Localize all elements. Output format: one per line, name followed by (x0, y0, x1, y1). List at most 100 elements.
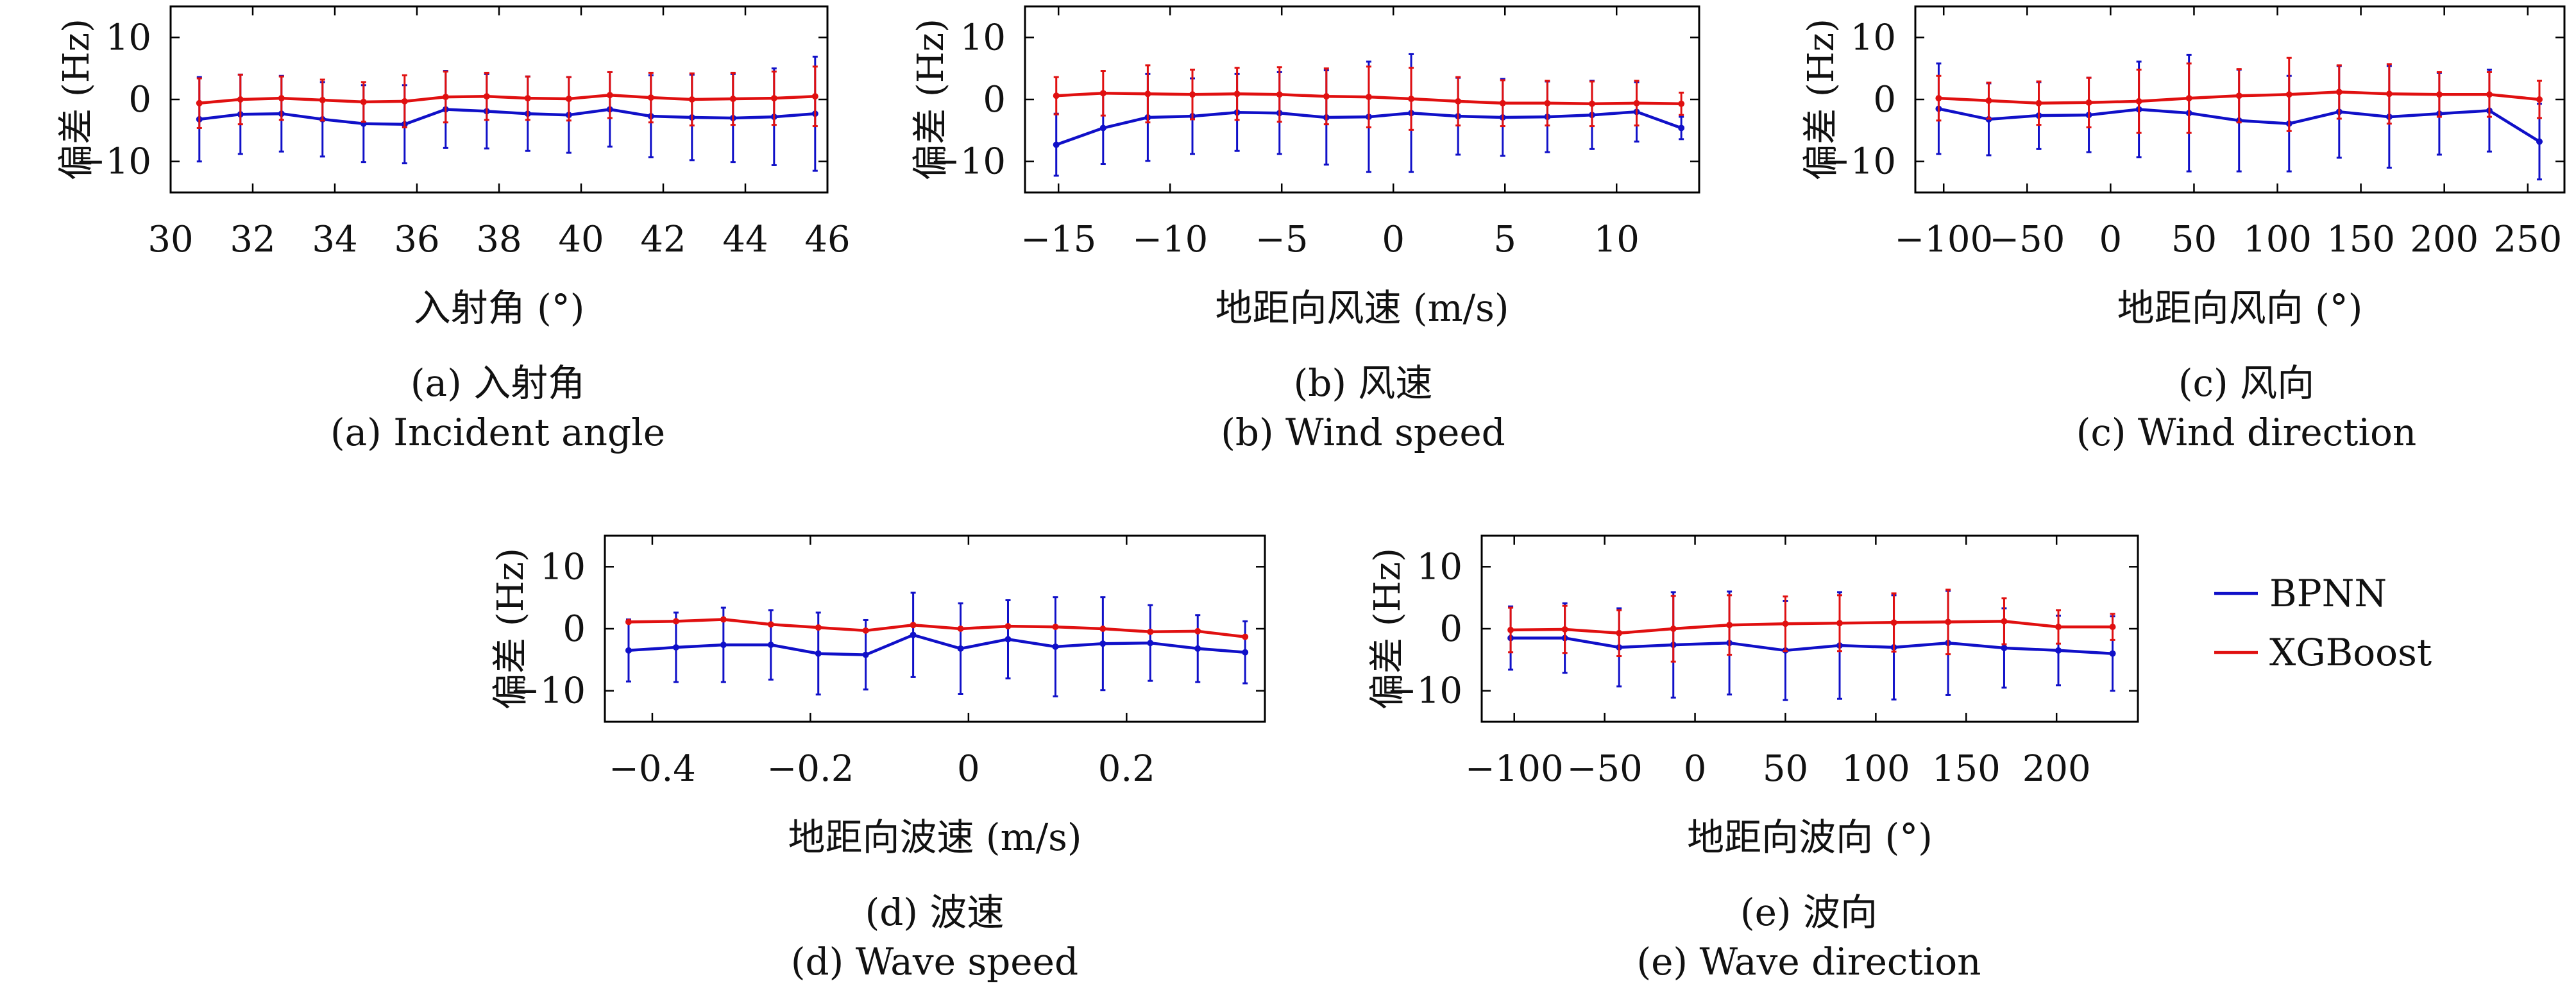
series-bpnn (1507, 590, 2116, 701)
series-line (1511, 636, 2113, 655)
y-tick-label: −10 (1820, 141, 1896, 183)
y-tick-label: 0 (1439, 608, 1462, 650)
data-point (1323, 93, 1330, 100)
caption-en: (d) Wave speed (791, 940, 1078, 984)
x-tick-label: 40 (558, 219, 604, 260)
chart-panel: 10 0 −10 −0.4 −0.2 0 0.2 偏差 (Hz) 地距向波速 (m/s) (d) … (490, 534, 1266, 984)
series-xgboost (625, 616, 1249, 640)
y-tick-label: −10 (76, 141, 151, 183)
x-tick-label: 42 (640, 219, 686, 260)
y-tick-label: 0 (1873, 79, 1896, 121)
data-point (1099, 124, 1106, 132)
data-point (2001, 618, 2008, 625)
data-point (1544, 99, 1551, 107)
series-line (1511, 620, 2113, 635)
data-point (1670, 626, 1677, 632)
x-tick-label: 250 (2493, 219, 2562, 260)
data-point (720, 642, 727, 649)
data-point (1052, 624, 1059, 631)
x-tick-label: 0.2 (1098, 748, 1155, 790)
x-axis-label: 地距向波向 (°) (1687, 815, 1933, 859)
data-point (1365, 94, 1372, 101)
y-tick-label: −10 (1387, 670, 1462, 712)
series-xgboost (196, 65, 818, 129)
data-point (2001, 644, 2008, 651)
data-point (2536, 96, 2543, 103)
y-tick-label: 0 (128, 79, 151, 121)
legend-label: BPNN (2269, 572, 2387, 615)
data-point (2235, 92, 2242, 99)
data-point (1242, 633, 1249, 640)
data-point (278, 95, 285, 102)
x-axis-label: 地距向风速 (m/s) (1216, 286, 1509, 330)
data-point (1147, 640, 1154, 647)
data-point (2335, 89, 2343, 96)
data-point (1233, 90, 1241, 98)
data-point (1189, 91, 1196, 98)
x-tick-label: −0.2 (767, 748, 854, 790)
series-bpnn (196, 55, 818, 172)
data-point (196, 99, 203, 107)
data-point (2385, 90, 2393, 98)
plot-frame (1480, 534, 2139, 723)
data-point (2436, 91, 2443, 98)
x-tick-label: 0 (1382, 219, 1405, 260)
data-point (647, 94, 654, 101)
caption-cn: (c) 风向 (2178, 361, 2314, 405)
data-point (1588, 100, 1595, 107)
data-point (2085, 99, 2092, 106)
y-tick-label: 10 (106, 17, 151, 58)
data-point (1052, 643, 1059, 651)
y-axis-label: 偏差 (Hz) (1801, 19, 1842, 180)
data-point (862, 627, 869, 634)
caption-en: (b) Wind speed (1221, 411, 1505, 454)
data-point (1099, 640, 1106, 647)
x-tick-label: −0.4 (609, 748, 696, 790)
data-point (2486, 91, 2493, 98)
data-point (1194, 627, 1201, 635)
x-axis-label: 入射角 (°) (414, 286, 585, 330)
data-point (2055, 647, 2062, 654)
plot-frame (1024, 5, 1700, 194)
data-point (1004, 636, 1012, 643)
data-point (1616, 629, 1623, 636)
x-tick-label: 100 (2243, 219, 2312, 260)
data-point (957, 626, 964, 632)
data-point (1099, 626, 1106, 632)
data-point (237, 96, 244, 103)
x-tick-label: 10 (1594, 219, 1640, 260)
data-point (1099, 90, 1106, 97)
data-point (2055, 624, 2062, 631)
caption-en: (c) Wind direction (2076, 411, 2417, 454)
data-point (1561, 626, 1568, 633)
x-axis-label: 地距向风向 (°) (2117, 286, 2363, 330)
data-point (2109, 650, 2116, 657)
x-tick-label: 100 (1842, 748, 1910, 790)
data-point (1782, 620, 1789, 627)
x-tick-label: 150 (2326, 219, 2395, 260)
data-point (910, 631, 917, 638)
y-axis-label: 偏差 (Hz) (490, 548, 532, 710)
caption-cn: (e) 波向 (1740, 890, 1877, 934)
x-tick-label: 30 (148, 219, 193, 260)
data-point (770, 95, 777, 102)
data-point (360, 98, 367, 105)
y-tick-label: 10 (540, 546, 586, 588)
series-line (628, 633, 1246, 656)
data-point (815, 650, 822, 657)
caption-en: (a) Incident angle (330, 411, 665, 454)
data-point (483, 93, 490, 100)
data-point (815, 624, 822, 631)
data-point (729, 96, 736, 103)
chart-panel: 10 0 −10 30 32 34 36 38 40 42 44 46 偏差 (Hz) 入射角 (°) (a… (56, 5, 851, 454)
data-point (2536, 138, 2543, 145)
series-xgboost (1507, 588, 2116, 663)
data-point (565, 96, 572, 103)
series-xgboost (1935, 56, 2543, 134)
data-point (401, 98, 408, 105)
data-point (1935, 95, 1942, 102)
data-point (1726, 622, 1733, 629)
data-point (1945, 618, 1952, 626)
